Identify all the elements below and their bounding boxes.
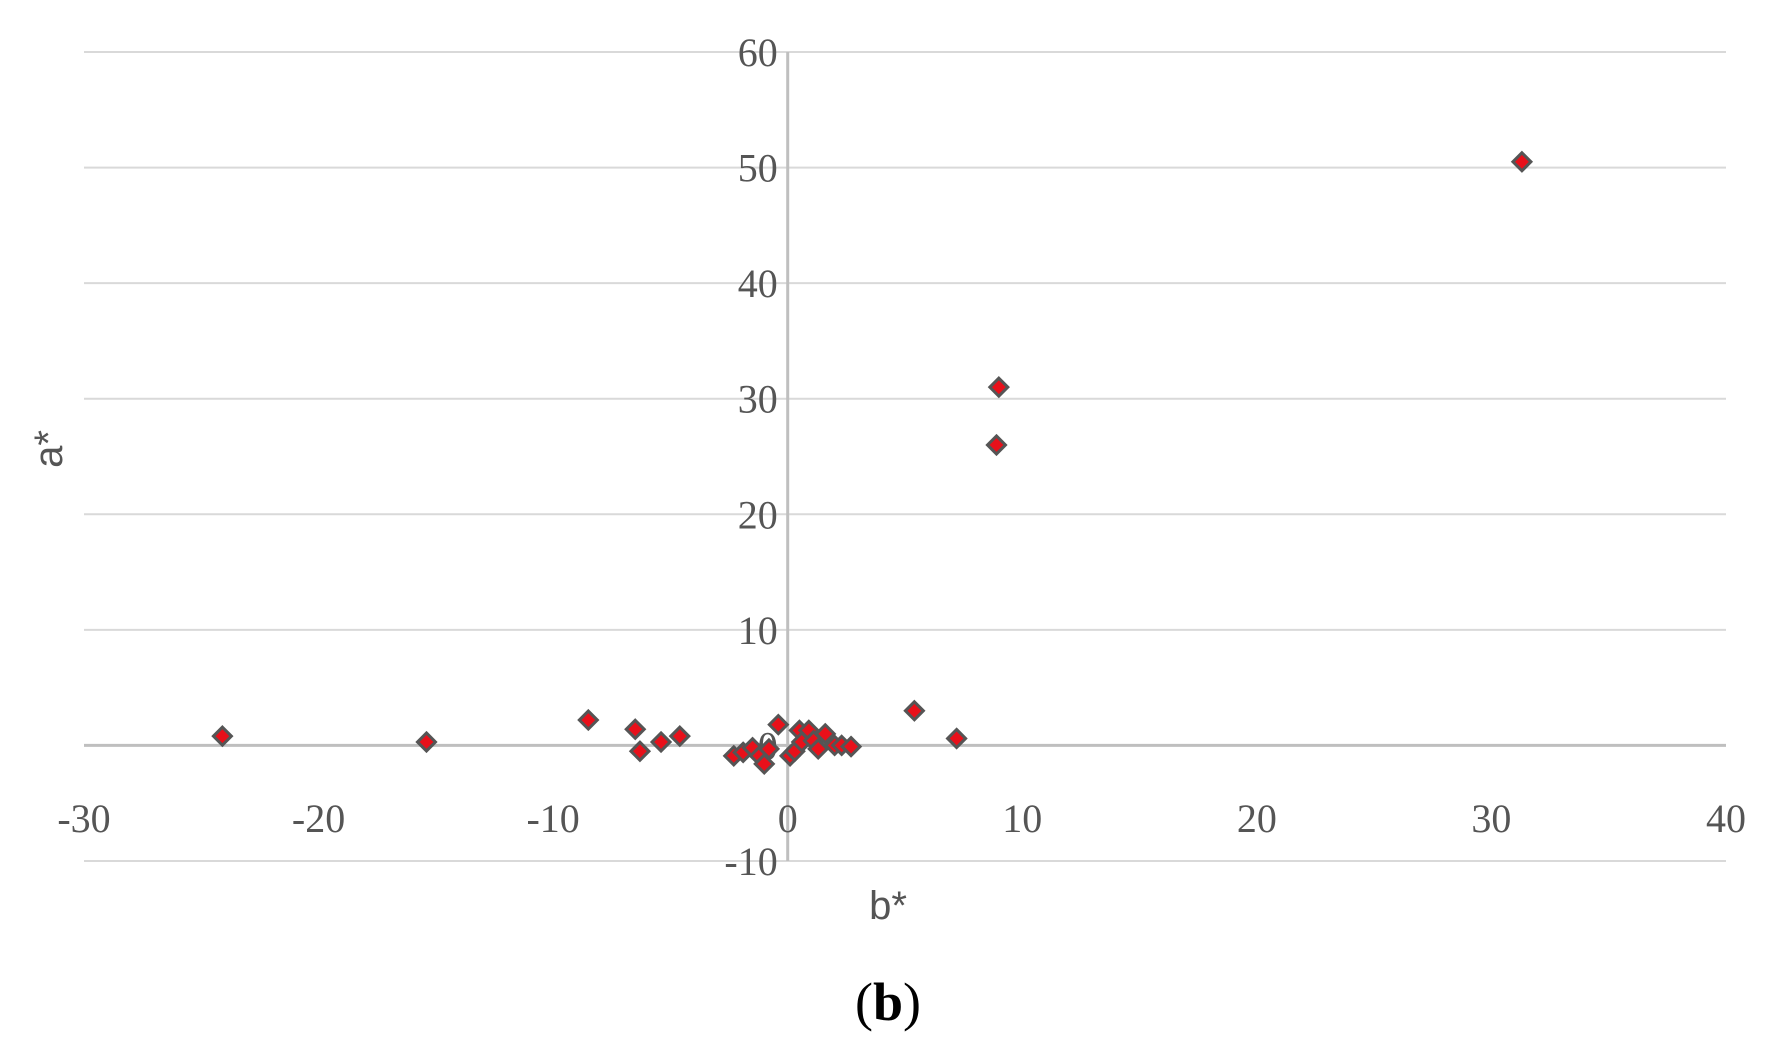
axes [84,52,1726,861]
x-tick-label: 20 [1237,796,1277,841]
y-axis-title: a* [27,430,71,468]
caption-letter: b [873,972,903,1032]
x-tick-label: 0 [778,796,798,841]
x-tick-label: -10 [526,796,579,841]
y-tick-label: 30 [738,377,778,422]
data-point [628,740,652,763]
x-tick-label: 30 [1471,796,1511,841]
x-axis-title: b* [869,884,907,928]
data-point [987,376,1010,399]
gridlines [84,51,1726,862]
caption-close-paren: ) [903,972,921,1032]
y-tick-label: 50 [738,146,778,191]
data-point [668,725,691,748]
y-tick-label: 20 [738,492,778,537]
data-points [211,150,1534,776]
data-point [814,722,837,745]
data-point [767,713,790,736]
data-point [624,718,647,741]
y-tick-labels: -100102030405060 [724,30,777,884]
x-tick-label: 10 [1002,796,1042,841]
y-tick-label: -10 [724,839,777,884]
x-tick-label: -30 [57,796,110,841]
data-point [839,735,863,758]
figure-caption: (b) [855,972,921,1032]
data-point [945,727,968,750]
data-point [415,730,438,754]
x-tick-labels: -30 -20 -10 0 10 20 30 40 [57,796,1746,841]
x-tick-label: -20 [292,796,345,841]
data-point [985,433,1008,457]
data-point [903,699,926,722]
caption-open-paren: ( [855,972,873,1032]
data-point [577,708,600,732]
y-tick-label: 10 [738,608,778,653]
data-point [1510,150,1534,173]
x-tick-label: 40 [1706,796,1746,841]
y-tick-label: 40 [738,261,778,306]
y-tick-label: 60 [738,30,778,75]
data-point [211,725,234,748]
data-point [757,737,781,761]
data-point [649,730,673,754]
